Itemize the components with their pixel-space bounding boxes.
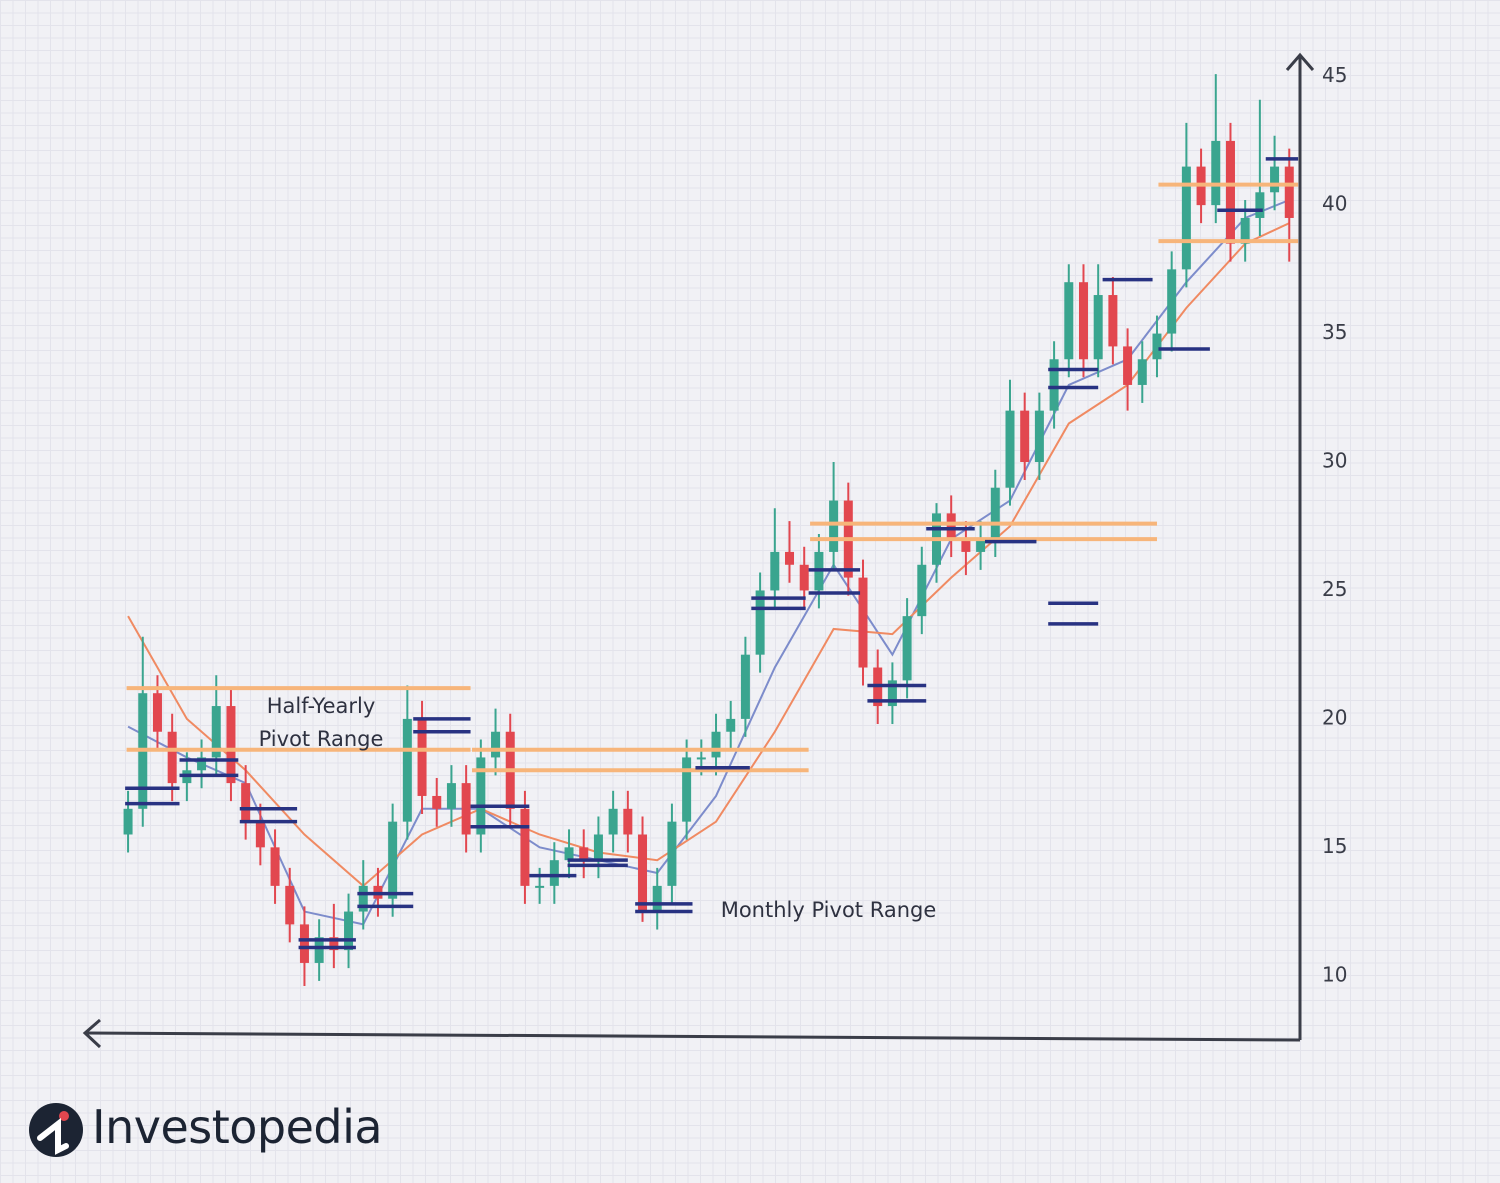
candle-body — [608, 808, 618, 835]
x-axis — [85, 1031, 1301, 1042]
candle-body — [1284, 166, 1294, 218]
x-axis-arrow — [82, 1018, 102, 1049]
candle-body — [152, 693, 162, 732]
candle-body — [696, 757, 706, 760]
candle-body — [799, 564, 809, 591]
candle-body — [329, 937, 339, 951]
candle-body — [976, 539, 986, 552]
candle-body — [961, 539, 971, 552]
logo-mark — [37, 1117, 69, 1155]
y-tick-label: 30 — [1322, 449, 1347, 473]
candle-body — [623, 808, 633, 835]
candle-body — [638, 834, 648, 912]
candle-body — [1211, 140, 1221, 206]
candle-body — [1225, 140, 1235, 244]
candle-body — [711, 731, 721, 758]
candle-body — [887, 680, 897, 707]
candle-body — [1005, 410, 1015, 488]
candle-body — [858, 577, 868, 668]
candle-body — [1137, 359, 1147, 385]
candle-body — [402, 718, 412, 822]
candle-body — [344, 911, 354, 951]
y-tick-label: 15 — [1322, 834, 1347, 858]
candle-body — [255, 821, 265, 848]
candle-body — [829, 500, 839, 552]
candle-body — [1255, 192, 1265, 218]
candle-body — [564, 847, 574, 861]
candle-body — [167, 731, 177, 784]
logo-icon — [29, 1103, 83, 1157]
candle-body — [652, 885, 662, 912]
y-tick-label: 45 — [1322, 63, 1347, 87]
candle-body — [285, 885, 295, 925]
candle-body — [726, 718, 736, 732]
candle-body — [682, 757, 692, 822]
y-tick-label: 10 — [1322, 962, 1347, 986]
candle-body — [417, 718, 427, 796]
candle-body — [1020, 410, 1030, 463]
candle-body — [461, 783, 471, 835]
candle-body — [123, 808, 133, 835]
y-tick-label: 25 — [1322, 577, 1347, 601]
candle-body — [299, 924, 309, 963]
moving-average-line — [127, 222, 1290, 888]
candle-body — [740, 654, 750, 719]
candle-body — [755, 590, 765, 655]
annotation: Monthly Pivot Range — [720, 898, 937, 922]
candle-body — [270, 847, 280, 886]
candle-body — [917, 564, 927, 617]
y-tick-label: 20 — [1322, 705, 1347, 729]
candle-body — [446, 783, 456, 809]
moving-averages — [127, 199, 1290, 926]
candle-body — [358, 885, 368, 912]
y-ticks: 10 15 20 25 30 35 40 45 — [1322, 63, 1347, 986]
candle-body — [491, 731, 501, 758]
candle-body — [314, 937, 324, 963]
candle-body — [549, 860, 559, 886]
brand-name: Investopedia — [92, 1100, 383, 1154]
y-axis-arrow — [1285, 52, 1315, 71]
candle-body — [432, 795, 442, 809]
candle-body — [1049, 359, 1059, 411]
candle-body — [520, 808, 530, 886]
candle-body — [476, 757, 486, 835]
candle-body — [770, 551, 780, 591]
candle-body — [1270, 166, 1280, 193]
candle-body — [1034, 410, 1044, 463]
candle-body — [1123, 346, 1133, 385]
candles — [123, 74, 1294, 987]
logo-dot — [59, 1111, 69, 1121]
pivot-ranges — [125, 157, 1299, 950]
candle-body — [1093, 295, 1103, 360]
candle-body — [1152, 333, 1162, 360]
candle-body — [226, 706, 236, 784]
candle-body — [1078, 282, 1088, 360]
candle-body — [593, 834, 603, 861]
annotation: Half-Yearly Pivot Range — [258, 694, 384, 751]
candle-body — [197, 757, 207, 771]
candle-body — [1240, 217, 1250, 244]
candle-body — [902, 616, 912, 681]
y-tick-label: 35 — [1322, 320, 1347, 344]
candle-body — [990, 487, 1000, 540]
candle-body — [388, 821, 398, 899]
candle-body — [241, 783, 251, 822]
candle-body — [535, 885, 545, 888]
candle-body — [946, 513, 956, 540]
candle-body — [1108, 295, 1118, 347]
moving-average-line — [127, 199, 1290, 926]
candle-body — [667, 821, 677, 886]
y-tick-label: 40 — [1322, 192, 1347, 216]
candle-body — [1181, 166, 1191, 270]
axes — [82, 52, 1315, 1049]
candle-body — [1064, 282, 1074, 360]
candle-body — [211, 706, 221, 758]
candle-body — [1167, 269, 1177, 334]
candle-body — [785, 551, 795, 565]
candle-body — [579, 847, 589, 861]
